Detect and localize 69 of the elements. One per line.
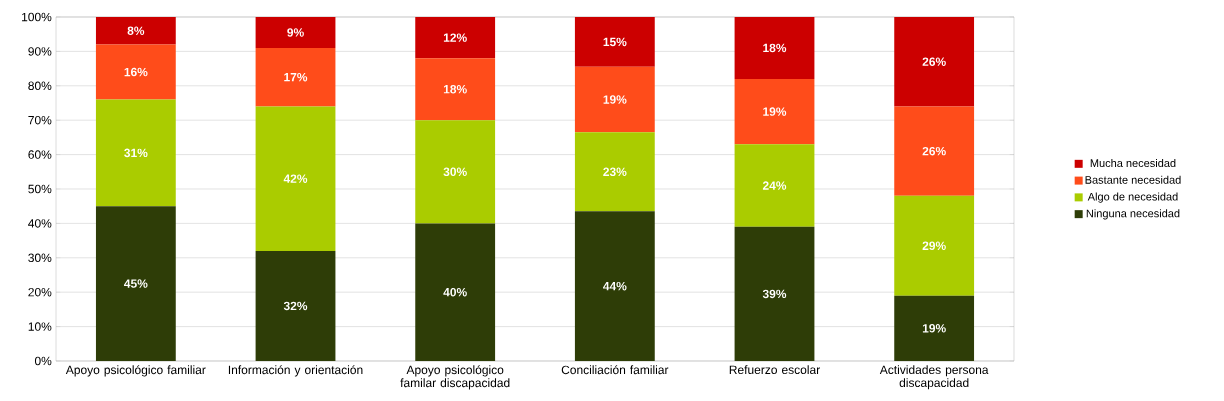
y-tick-label: 80% xyxy=(28,81,52,91)
data-label: 15% xyxy=(603,37,627,47)
data-label: 40% xyxy=(443,287,467,297)
data-label: 42% xyxy=(283,174,308,183)
data-label: 23% xyxy=(603,167,627,177)
data-label: 19% xyxy=(922,324,946,333)
data-label: 31% xyxy=(124,148,148,158)
legend-label: Mucha necesidad xyxy=(1090,158,1176,168)
data-label: 9% xyxy=(287,28,304,37)
data-label: 30% xyxy=(443,167,467,177)
x-tick-label: Actividades persona discapacidad xyxy=(879,365,989,390)
data-label: 19% xyxy=(603,95,627,104)
legend-label: Algo de necesidad xyxy=(1087,192,1178,203)
data-label: 44% xyxy=(603,281,627,291)
y-tick-label: 100% xyxy=(22,12,52,22)
bar xyxy=(734,226,815,361)
data-label: 39% xyxy=(762,289,787,299)
x-tick-label: Apoyo psicológico familar discapacidad xyxy=(400,365,510,390)
y-tick-label: 70% xyxy=(28,115,52,125)
y-tick-label: 40% xyxy=(28,219,52,228)
data-label: 18% xyxy=(443,84,467,94)
data-label: 18% xyxy=(763,43,787,53)
bar xyxy=(894,195,975,296)
bar xyxy=(574,66,655,133)
y-tick-label: 10% xyxy=(28,322,52,331)
x-tick-label: Conciliación familiar xyxy=(561,365,669,375)
y-tick-label: 50% xyxy=(28,184,52,194)
data-label: 32% xyxy=(283,301,308,311)
x-tick-label: Refuerzo escolar xyxy=(729,365,820,374)
bar xyxy=(255,16,336,48)
x-tick-label: Apoyo psicológico familiar xyxy=(65,365,206,377)
bar xyxy=(95,206,176,361)
data-label: 19% xyxy=(763,107,787,116)
y-tick-label: 0% xyxy=(34,356,52,366)
bar xyxy=(95,16,176,45)
bar xyxy=(734,144,815,227)
bar xyxy=(95,44,176,100)
data-label: 24% xyxy=(762,181,787,190)
bar xyxy=(574,16,655,67)
data-label: 16% xyxy=(124,67,148,77)
x-tick-label: Información y orientación xyxy=(228,365,363,377)
legend-label: Bastante necesidad xyxy=(1085,175,1181,184)
bar xyxy=(734,16,815,79)
y-tick-label: 60% xyxy=(28,150,52,159)
data-label: 17% xyxy=(284,72,308,82)
y-tick-label: 20% xyxy=(28,287,52,297)
data-label: 12% xyxy=(443,33,467,42)
bar xyxy=(894,16,975,107)
data-label: 29% xyxy=(922,241,946,250)
data-label: 8% xyxy=(127,26,145,35)
legend-label: Ninguna necesidad xyxy=(1086,209,1180,220)
bar xyxy=(574,211,655,361)
bar xyxy=(894,295,975,361)
bar xyxy=(255,250,336,361)
bar xyxy=(574,132,655,212)
bar xyxy=(415,16,496,59)
y-tick-label: 30% xyxy=(28,253,52,263)
bar xyxy=(415,223,496,361)
bar xyxy=(255,106,336,251)
bar xyxy=(255,47,336,107)
y-tick-label: 90% xyxy=(28,47,52,56)
bar xyxy=(894,106,975,196)
bar xyxy=(734,78,815,145)
data-label: 45% xyxy=(124,279,148,288)
bar xyxy=(415,58,496,121)
data-label: 26% xyxy=(922,57,946,66)
bar xyxy=(95,99,176,207)
data-label: 26% xyxy=(922,146,946,156)
bar xyxy=(415,120,496,224)
